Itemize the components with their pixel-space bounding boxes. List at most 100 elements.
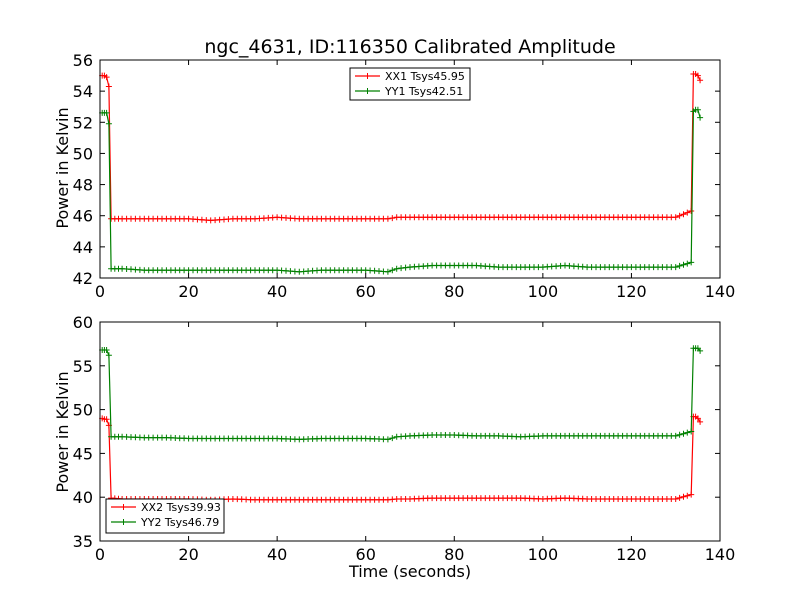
bottom-panel-series-1-point — [384, 436, 391, 443]
top-panel-series-1-point — [694, 106, 701, 113]
top-panel-series-1-point — [103, 109, 110, 116]
bottom-panel-series-1-point — [389, 435, 396, 442]
bottom-panel-ylabel: Power in Kelvin — [53, 371, 72, 492]
top-panel-series-1-point — [672, 264, 679, 271]
top-panel-series-1-point — [393, 265, 400, 272]
bottom-panel-x-tick-label: 100 — [528, 545, 559, 564]
top-panel-x-tick-label: 120 — [616, 282, 647, 301]
bottom-panel-frame — [99, 321, 721, 542]
bottom-panel-legend-box — [105, 498, 225, 534]
bottom-panel-series-1-point — [697, 347, 704, 354]
bottom-panel-legend-label: YY2 Tsys46.79 — [140, 516, 219, 529]
top-panel-series-1-point — [697, 114, 704, 121]
top-panel-series-0-point — [697, 77, 704, 84]
bottom-panel-x-tick-label: 80 — [444, 545, 464, 564]
top-panel-series-0-point — [694, 72, 701, 79]
top-panel-y-tick-label: 48 — [73, 176, 93, 195]
top-panel-ylabel: Power in Kelvin — [53, 107, 72, 228]
top-panel-legend-entry-0: XX1 Tsys45.95 — [355, 70, 465, 83]
bottom-panel-series-1-point — [676, 431, 683, 438]
top-panel-series-0-point — [688, 208, 695, 214]
top-panel-y-tick-label: 52 — [73, 113, 93, 132]
bottom-panel-series-0-point — [688, 491, 695, 498]
bottom-panel-legend-marker — [120, 519, 127, 525]
bottom-panel-y-tick-label: 35 — [73, 532, 93, 551]
bottom-panel-legend-entry-0: XX2 Tsys39.93 — [111, 501, 221, 514]
top-panel-legend-marker — [364, 88, 371, 94]
bottom-panel-legend-marker — [120, 504, 127, 510]
bottom-panel-series-0-point — [103, 416, 110, 423]
bottom-panel-series-0-point — [680, 493, 687, 500]
bottom-panel-x-tick-label: 140 — [705, 545, 736, 564]
bottom-panel-series-0-markers — [99, 413, 704, 503]
top-panel-x-tick-label: 100 — [528, 282, 559, 301]
top-panel-x-tick-label: 0 — [95, 282, 105, 301]
bottom-panel-series-1-point — [684, 429, 691, 436]
top-panel-series-1-point — [688, 259, 695, 266]
top-panel-y-tick-label: 50 — [73, 144, 93, 163]
top-panel-x-tick-label: 60 — [356, 282, 376, 301]
top-panel-series-0-point — [103, 74, 110, 81]
top-panel-series-1-point — [105, 120, 112, 127]
bottom-panel-series-1-point — [672, 432, 679, 439]
top-panel-series-0-point — [672, 214, 679, 221]
bottom-panel-y-tick-label: 45 — [73, 444, 93, 463]
bottom-panel-series-0-point — [694, 415, 701, 422]
top-panel-series-1 — [99, 106, 704, 275]
top-panel-y-tick-label: 46 — [73, 207, 93, 226]
top-panel-series-1-markers — [99, 106, 704, 275]
top-panel-x-tick-label: 80 — [444, 282, 464, 301]
bottom-panel-y-tick-label: 40 — [73, 488, 93, 507]
bottom-panel-y-tick-label: 60 — [73, 313, 93, 332]
bottom-panel-series-1-point — [105, 352, 112, 359]
top-panel-legend-label: XX1 Tsys45.95 — [385, 70, 465, 83]
top-panel-legend-entry-1: YY1 Tsys42.51 — [355, 85, 463, 98]
bottom-panel-series-1-point — [103, 347, 110, 353]
bottom-panel-series-0-point — [672, 496, 679, 502]
top-panel-series-0-point — [680, 211, 687, 218]
top-panel: Power in Kelvin 0 20 40 60 80 100 120 140 42 44 46… — [53, 51, 735, 301]
bottom-panel-series-1-markers — [99, 345, 704, 443]
top-panel-series-0-point — [684, 209, 691, 216]
top-panel-series-0 — [99, 71, 704, 224]
top-panel-legend-box — [349, 67, 471, 101]
top-panel-y-tick-label: 42 — [73, 269, 93, 288]
bottom-panel-series-0 — [99, 413, 704, 503]
top-panel-legend-marker — [364, 73, 371, 79]
top-panel-series-1-point — [384, 268, 391, 275]
bottom-panel-xlabel: Time (seconds) — [348, 562, 471, 581]
bottom-panel-x-tick-label: 40 — [267, 545, 287, 564]
top-panel-x-tick-label: 20 — [178, 282, 198, 301]
top-panel-y-tick-label: 56 — [73, 51, 93, 70]
bottom-panel-x-tick-label: 120 — [616, 545, 647, 564]
bottom-panel-y-tick-label: 55 — [73, 357, 93, 376]
bottom-panel-x-tick-label: 60 — [356, 545, 376, 564]
top-panel-x-tick-label: 140 — [705, 282, 736, 301]
top-panel-series-0-markers — [99, 71, 704, 224]
bottom-panel-x-tick-label: 0 — [95, 545, 105, 564]
top-panel-series-1-point — [680, 261, 687, 268]
top-panel-y-tick-label: 44 — [73, 238, 93, 257]
bottom-panel-series-0-point — [684, 492, 691, 499]
top-panel-y-tick-label: 54 — [73, 82, 93, 101]
top-panel-series-1-point — [684, 260, 691, 267]
top-panel-series-0-point — [384, 215, 391, 222]
top-panel-series-1-point — [389, 267, 396, 274]
top-panel-series-1-point — [676, 262, 683, 269]
top-panel-frame — [99, 59, 721, 279]
top-panel-series-0-point — [676, 212, 683, 219]
top-panel-series-1-line — [102, 109, 701, 273]
bottom-panel-series-1-point — [680, 430, 687, 437]
bottom-panel-series-1-point — [688, 428, 695, 435]
bottom-panel-series-0-point — [697, 418, 704, 425]
bottom-panel-series-0-point — [676, 494, 683, 501]
bottom-panel-legend-label: XX2 Tsys39.93 — [141, 501, 221, 514]
figure-title: ngc_4631, ID:116350 Calibrated Amplitude — [204, 36, 615, 58]
bottom-panel-series-1-line — [102, 347, 701, 441]
bottom-panel-legend: XX2 Tsys39.93 YY2 Tsys46.79 — [105, 498, 225, 534]
top-panel-x-tick-label: 40 — [267, 282, 287, 301]
top-panel-legend: XX1 Tsys45.95 YY1 Tsys42.51 — [349, 67, 471, 101]
bottom-panel-legend-entry-1: YY2 Tsys46.79 — [111, 516, 219, 529]
bottom-panel-x-tick-label: 20 — [178, 545, 198, 564]
